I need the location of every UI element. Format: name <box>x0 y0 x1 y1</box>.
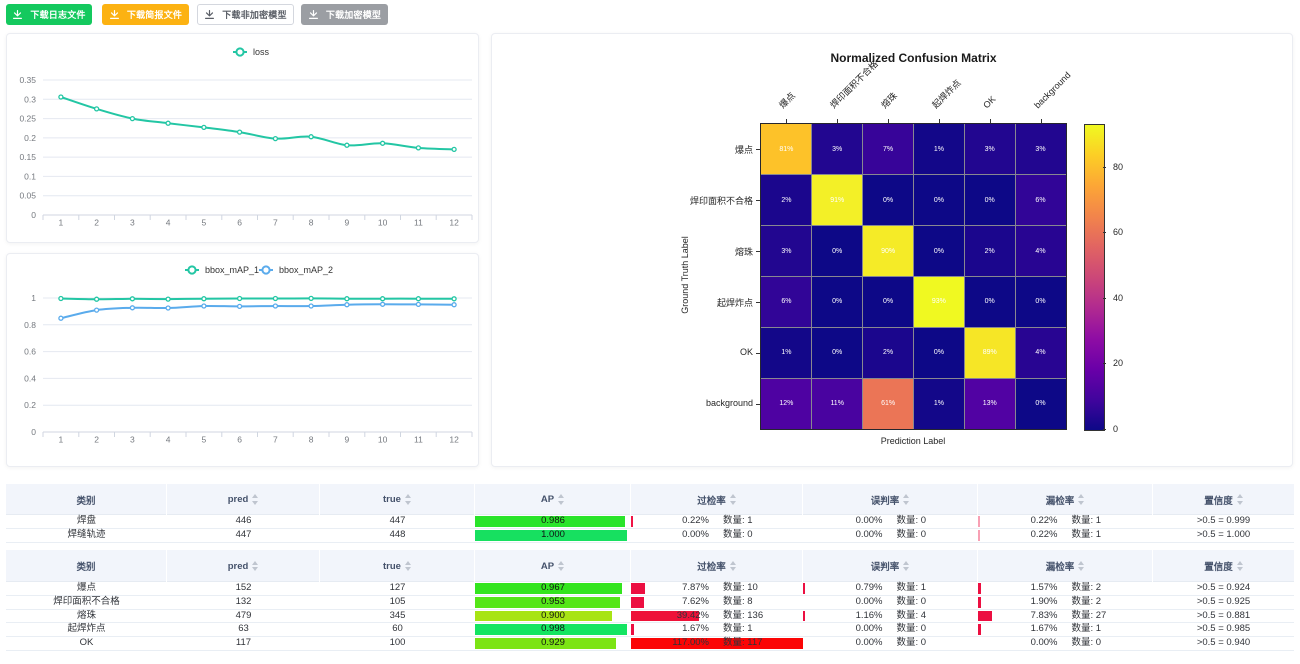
svg-text:6: 6 <box>237 435 242 445</box>
svg-text:0.1: 0.1 <box>24 171 36 181</box>
svg-text:1: 1 <box>59 435 64 445</box>
svg-text:0: 0 <box>31 210 36 220</box>
svg-text:loss: loss <box>253 47 270 57</box>
svg-text:8: 8 <box>309 435 314 445</box>
svg-text:0.6: 0.6 <box>24 347 36 357</box>
svg-text:12: 12 <box>449 435 459 445</box>
svg-text:7: 7 <box>273 435 278 445</box>
svg-text:10: 10 <box>378 435 388 445</box>
svg-text:9: 9 <box>345 435 350 445</box>
svg-text:11: 11 <box>414 435 423 445</box>
svg-text:2: 2 <box>94 218 99 228</box>
svg-text:0.8: 0.8 <box>24 320 36 330</box>
svg-text:8: 8 <box>309 218 314 228</box>
svg-text:11: 11 <box>414 218 423 228</box>
svg-text:0.2: 0.2 <box>24 400 36 410</box>
svg-text:9: 9 <box>345 218 350 228</box>
svg-text:0.15: 0.15 <box>19 152 36 162</box>
svg-text:0.3: 0.3 <box>24 94 36 104</box>
svg-text:1: 1 <box>31 293 36 303</box>
svg-text:10: 10 <box>378 218 388 228</box>
svg-text:bbox_mAP_2: bbox_mAP_2 <box>279 265 333 275</box>
svg-text:5: 5 <box>202 218 207 228</box>
svg-text:0.4: 0.4 <box>24 373 36 383</box>
svg-text:12: 12 <box>449 218 459 228</box>
svg-text:7: 7 <box>273 218 278 228</box>
svg-text:0.2: 0.2 <box>24 133 36 143</box>
svg-text:3: 3 <box>130 218 135 228</box>
svg-text:1: 1 <box>59 218 64 228</box>
svg-text:3: 3 <box>130 435 135 445</box>
svg-text:0.25: 0.25 <box>19 114 36 124</box>
svg-text:0.05: 0.05 <box>19 191 36 201</box>
svg-text:4: 4 <box>166 218 171 228</box>
svg-text:6: 6 <box>237 218 242 228</box>
svg-text:0.35: 0.35 <box>19 75 36 85</box>
svg-text:2: 2 <box>94 435 99 445</box>
svg-text:5: 5 <box>202 435 207 445</box>
svg-text:0: 0 <box>31 427 36 437</box>
svg-text:4: 4 <box>166 435 171 445</box>
svg-text:bbox_mAP_1: bbox_mAP_1 <box>205 265 259 275</box>
